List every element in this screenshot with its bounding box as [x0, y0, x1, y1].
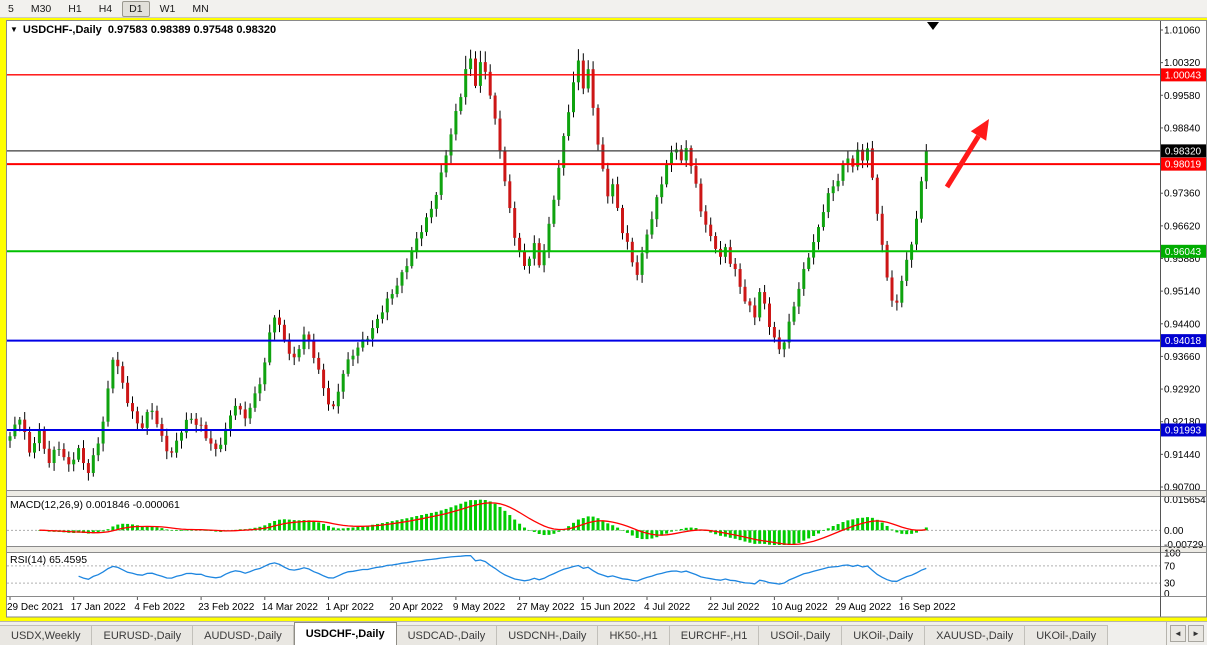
svg-text:0.95140: 0.95140 [1164, 287, 1201, 298]
timeframe-button-H4[interactable]: H4 [98, 2, 113, 15]
svg-text:0.91440: 0.91440 [1164, 450, 1201, 461]
svg-text:0.015654: 0.015654 [1164, 495, 1206, 506]
svg-text:29 Aug 2022: 29 Aug 2022 [835, 602, 892, 613]
svg-text:0.96620: 0.96620 [1164, 221, 1201, 232]
svg-text:0.94400: 0.94400 [1164, 319, 1201, 330]
symbol-tab-usoil-daily[interactable]: USOil-,Daily [759, 625, 843, 645]
price-label-badge [1161, 157, 1207, 171]
svg-text:1.00320: 1.00320 [1164, 58, 1201, 69]
tab-scroll-buttons: ◄ ► [1166, 622, 1207, 645]
symbol-tab-eurusd-daily[interactable]: EURUSD-,Daily [92, 625, 194, 645]
svg-text:0.92180: 0.92180 [1164, 417, 1201, 428]
symbol-ohlc-text: USDCHF-,Daily 0.97583 0.98389 0.97548 0.… [22, 24, 277, 36]
macd-signal-line [39, 502, 927, 546]
timeframe-button-W1[interactable]: W1 [159, 2, 176, 15]
rsi-line [78, 554, 927, 585]
tab-scroll-left-icon[interactable]: ◄ [1170, 625, 1186, 642]
timeframe-toolbar: 5 M30 H1 H4 D1 W1 MN [0, 0, 1207, 18]
price-label-badge [1161, 334, 1207, 348]
svg-text:0.92920: 0.92920 [1164, 385, 1201, 396]
timeframe-button-MN[interactable]: MN [192, 2, 209, 15]
symbol-tab-usdx-weekly[interactable]: USDX,Weekly [0, 625, 93, 645]
symbol-tab-usdcad-daily[interactable]: USDCAD-,Daily [396, 625, 498, 645]
timeframe-button-D1[interactable]: D1 [122, 0, 150, 17]
svg-text:30: 30 [1164, 579, 1176, 590]
svg-text:1.00043: 1.00043 [1165, 70, 1202, 81]
timeframe-button-H1[interactable]: H1 [68, 2, 82, 15]
svg-text:0: 0 [1164, 589, 1170, 600]
svg-text:4 Jul 2022: 4 Jul 2022 [644, 602, 691, 613]
svg-text:20 Apr 2022: 20 Apr 2022 [389, 602, 443, 613]
svg-text:16 Sep 2022: 16 Sep 2022 [899, 602, 956, 613]
svg-text:4 Feb 2022: 4 Feb 2022 [134, 602, 185, 613]
svg-text:0.99580: 0.99580 [1164, 91, 1201, 102]
price-label-badge [1161, 144, 1207, 158]
svg-text:1.01060: 1.01060 [1164, 26, 1201, 37]
time-axis[interactable]: 29 Dec 2021 17 Jan 2022 4 Feb 2022 23 Feb 2… [7, 597, 956, 613]
svg-text:0.95880: 0.95880 [1164, 254, 1201, 265]
collapse-icon[interactable]: ▼ [10, 25, 18, 34]
svg-text:-0.00729: -0.00729 [1164, 540, 1204, 551]
svg-text:0.90700: 0.90700 [1164, 483, 1201, 494]
trend-arrow[interactable] [944, 134, 981, 189]
svg-text:0.93660: 0.93660 [1164, 352, 1201, 363]
svg-text:100: 100 [1164, 549, 1181, 560]
svg-text:15 Jun 2022: 15 Jun 2022 [580, 602, 635, 613]
svg-text:0.97360: 0.97360 [1164, 189, 1201, 200]
price-axis[interactable]: 1.01060 1.00320 0.99580 0.98840 0.97360 0.966… [1160, 26, 1207, 601]
svg-text:70: 70 [1164, 561, 1176, 572]
symbol-tab-bar: USDX,Weekly EURUSD-,Daily AUDUSD-,Daily USD… [0, 621, 1207, 645]
tab-scroll-right-icon[interactable]: ► [1188, 625, 1204, 642]
timeframe-button-5[interactable]: 5 [8, 2, 14, 15]
macd-indicator-label: MACD(12,26,9) 0.001846 -0.000061 [10, 499, 180, 511]
svg-text:0.98019: 0.98019 [1165, 160, 1202, 171]
price-label-badge [1161, 68, 1207, 82]
svg-text:0.96043: 0.96043 [1165, 247, 1202, 258]
svg-text:17 Jan 2022: 17 Jan 2022 [71, 602, 126, 613]
symbol-tab-ukoil-daily[interactable]: UKOil-,Daily [1025, 625, 1109, 645]
svg-text:0.00: 0.00 [1164, 526, 1184, 537]
svg-text:29 Dec 2021: 29 Dec 2021 [7, 602, 64, 613]
price-label-badge [1161, 423, 1207, 437]
chart-marker-icon [927, 22, 939, 30]
symbol-tab-eurchf-h1[interactable]: EURCHF-,H1 [669, 625, 760, 645]
symbol-tab-xauusd-daily[interactable]: XAUUSD-,Daily [925, 625, 1026, 645]
symbol-tab-ukoil-daily[interactable]: UKOil-,Daily [842, 625, 926, 645]
symbol-tab-hk50-h1[interactable]: HK50-,H1 [598, 625, 670, 645]
svg-text:1 Apr 2022: 1 Apr 2022 [326, 602, 375, 613]
svg-text:27 May 2022: 27 May 2022 [517, 602, 575, 613]
symbol-tab-usdcnh-daily[interactable]: USDCNH-,Daily [497, 625, 599, 645]
symbol-tab-usdchf-daily[interactable]: USDCHF-,Daily [293, 622, 397, 645]
svg-text:23 Feb 2022: 23 Feb 2022 [198, 602, 255, 613]
symbol-tab-audusd-daily[interactable]: AUDUSD-,Daily [193, 625, 294, 645]
svg-text:0.91993: 0.91993 [1165, 425, 1202, 436]
svg-text:14 Mar 2022: 14 Mar 2022 [262, 602, 319, 613]
svg-text:0.94018: 0.94018 [1165, 336, 1202, 347]
timeframe-button-M30[interactable]: M30 [30, 2, 52, 15]
rsi-indicator-label: RSI(14) 65.4595 [10, 554, 88, 566]
trend-arrow-head[interactable] [970, 119, 989, 141]
svg-text:10 Aug 2022: 10 Aug 2022 [771, 602, 828, 613]
svg-text:22 Jul 2022: 22 Jul 2022 [708, 602, 760, 613]
svg-text:0.98840: 0.98840 [1164, 123, 1201, 134]
chart-title: ▼ USDCHF-,Daily 0.97583 0.98389 0.97548 0… [10, 24, 276, 36]
price-label-badge [1161, 244, 1207, 258]
svg-text:9 May 2022: 9 May 2022 [453, 602, 506, 613]
svg-text:0.98320: 0.98320 [1165, 146, 1202, 157]
